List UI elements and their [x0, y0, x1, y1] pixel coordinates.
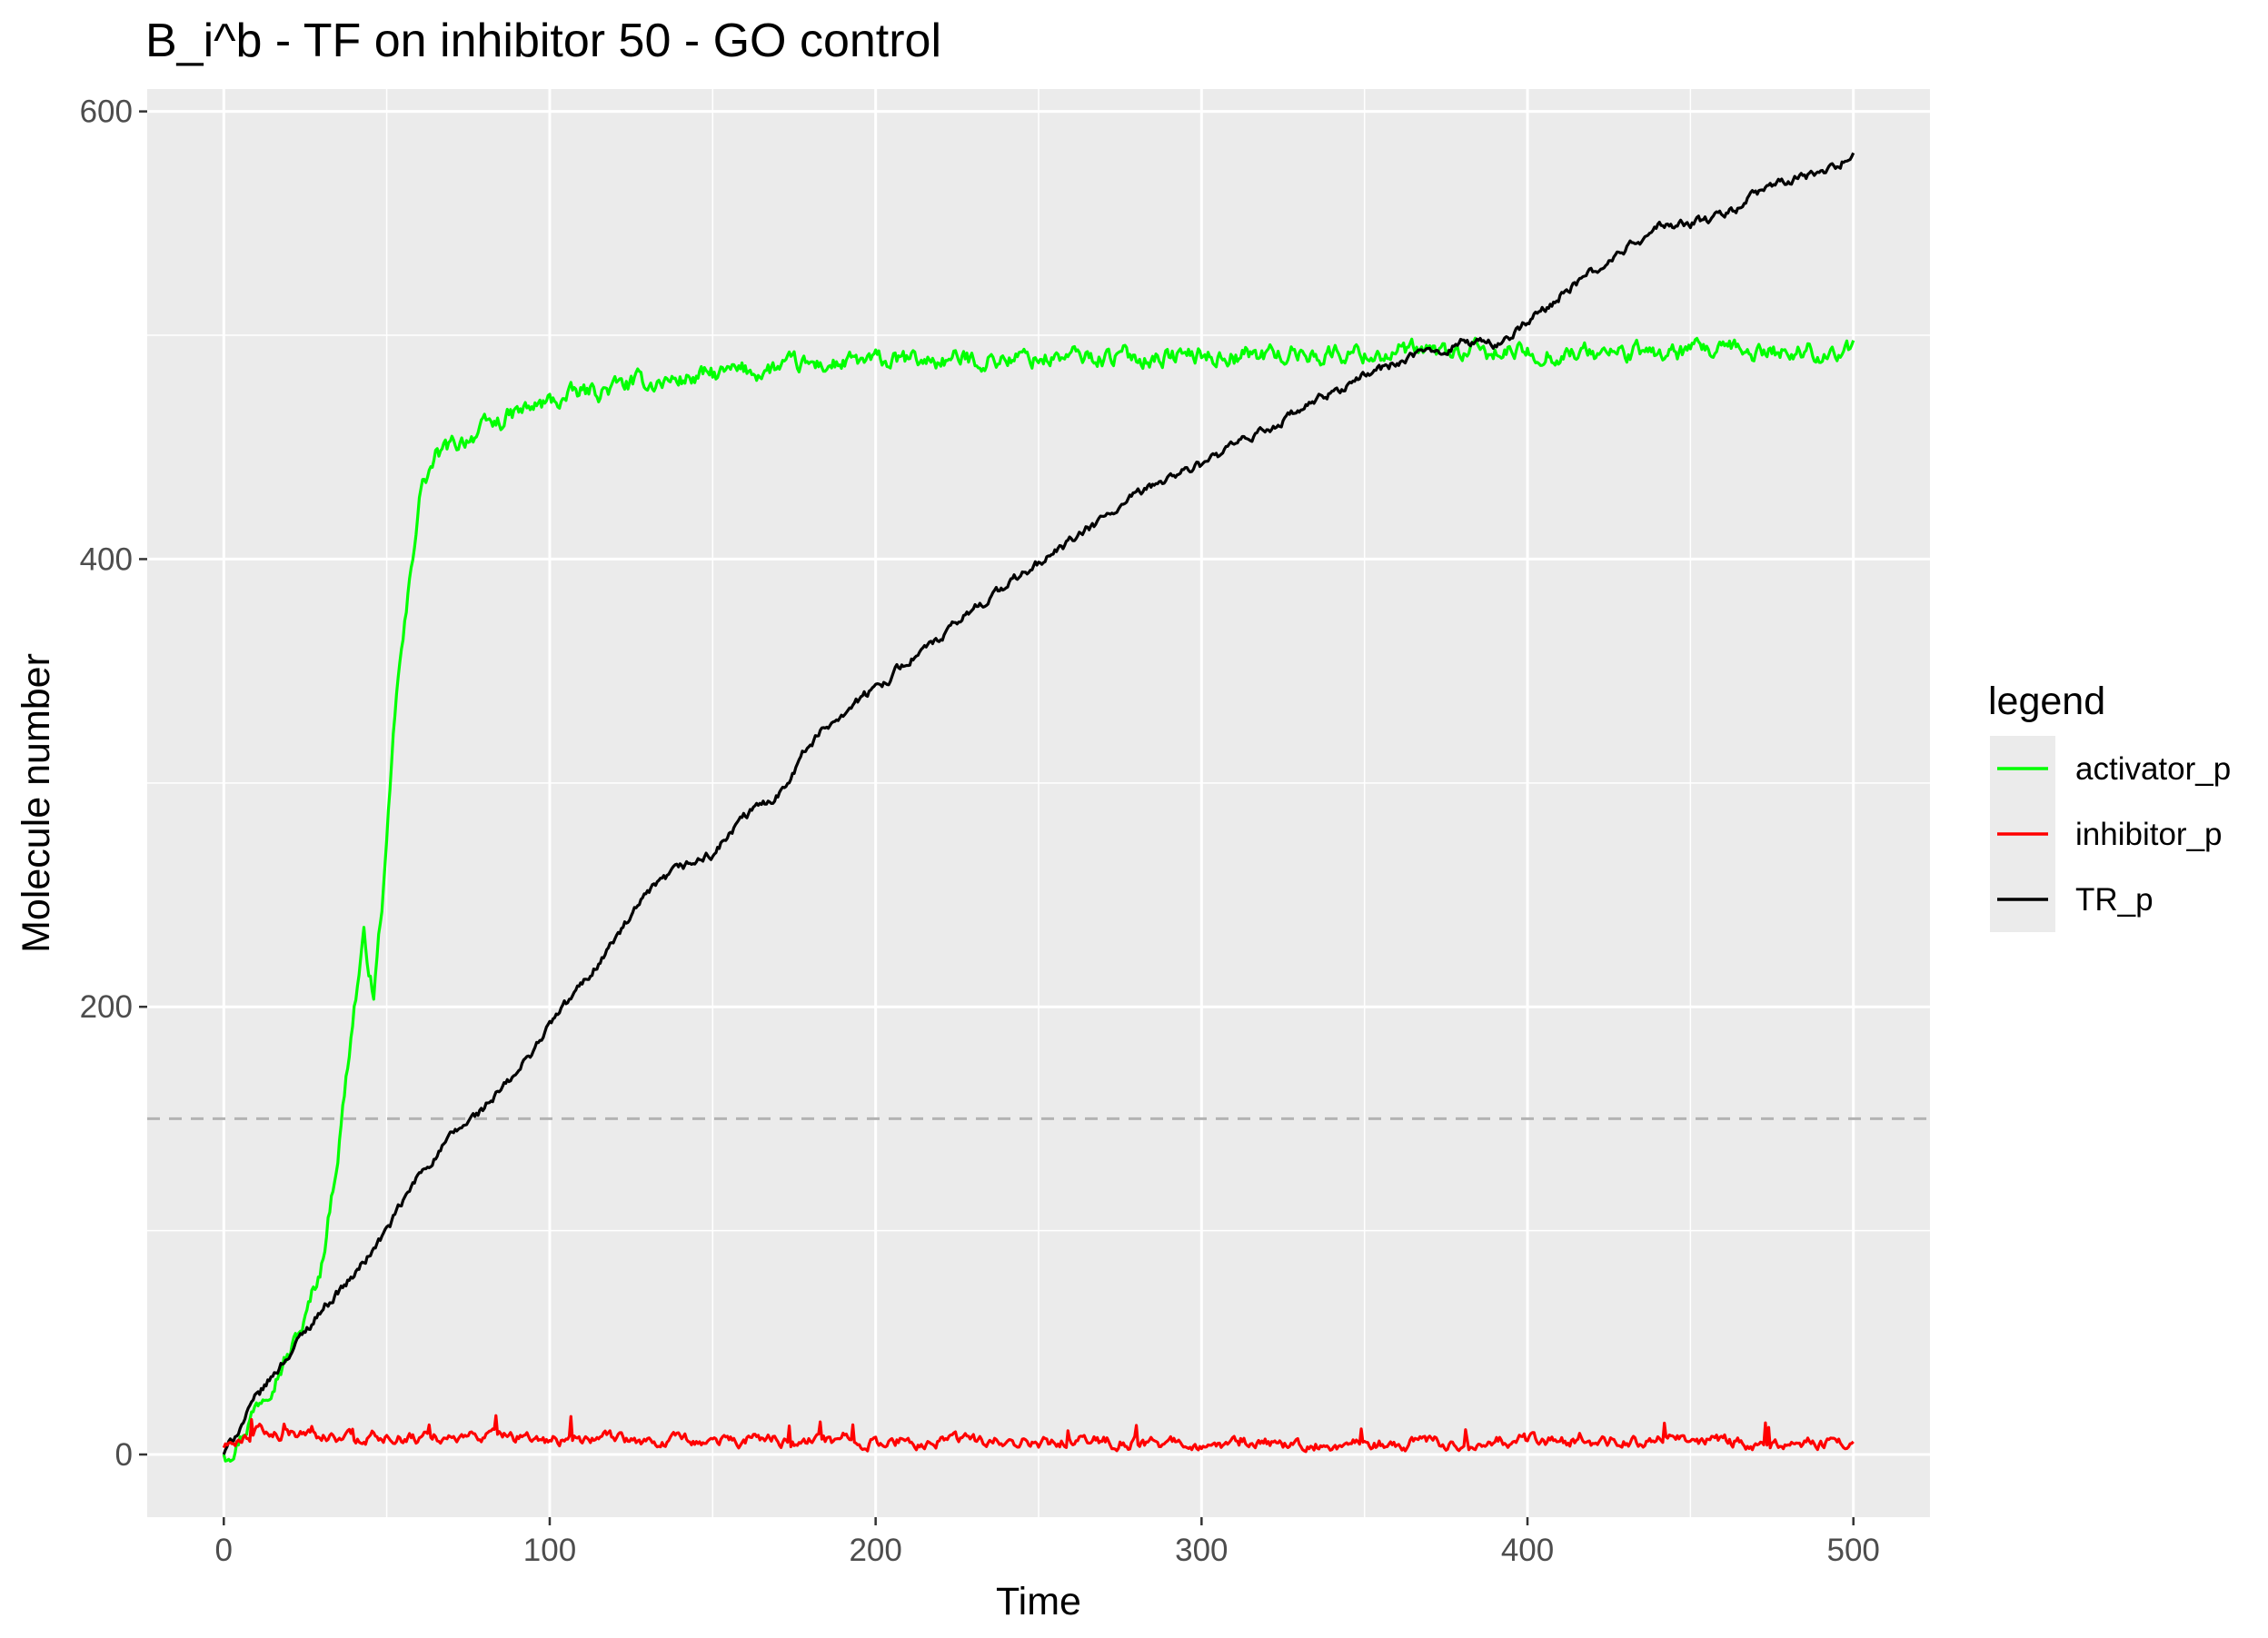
x-tick-label: 0 [215, 1533, 233, 1568]
x-tick-label: 100 [523, 1533, 576, 1568]
series-lines [222, 152, 1855, 1464]
x-tick-label: 200 [849, 1533, 901, 1568]
legend: legend activator_p inhibitor_p TR_p [1988, 680, 2231, 932]
y-axis-ticks: 0 200 400 600 [80, 94, 147, 1473]
legend-items: activator_p inhibitor_p TR_p [1990, 736, 2231, 932]
major-gridlines [147, 89, 1930, 1517]
minor-gridlines [147, 89, 1930, 1517]
series-line-activator_p [222, 336, 1855, 1464]
x-axis-ticks: 0 100 200 300 400 500 [215, 1517, 1880, 1568]
legend-label: TR_p [2075, 882, 2154, 918]
x-tick-label: 300 [1175, 1533, 1228, 1568]
chart-title: B_i^b - TF on inhibitor 50 - GO control [145, 15, 941, 67]
y-tick-label: 600 [80, 94, 133, 130]
series-line-TR_p [222, 152, 1855, 1455]
y-tick-label: 400 [80, 541, 133, 577]
legend-title: legend [1988, 680, 2105, 723]
series-line-inhibitor_p [222, 1414, 1855, 1454]
legend-label: inhibitor_p [2075, 817, 2223, 852]
legend-label: activator_p [2075, 751, 2231, 787]
x-tick-label: 400 [1501, 1533, 1554, 1568]
y-tick-label: 200 [80, 989, 133, 1025]
x-axis-title: Time [996, 1580, 1081, 1623]
x-tick-label: 500 [1827, 1533, 1880, 1568]
y-axis-title: Molecule number [15, 653, 58, 953]
y-tick-label: 0 [115, 1437, 133, 1473]
